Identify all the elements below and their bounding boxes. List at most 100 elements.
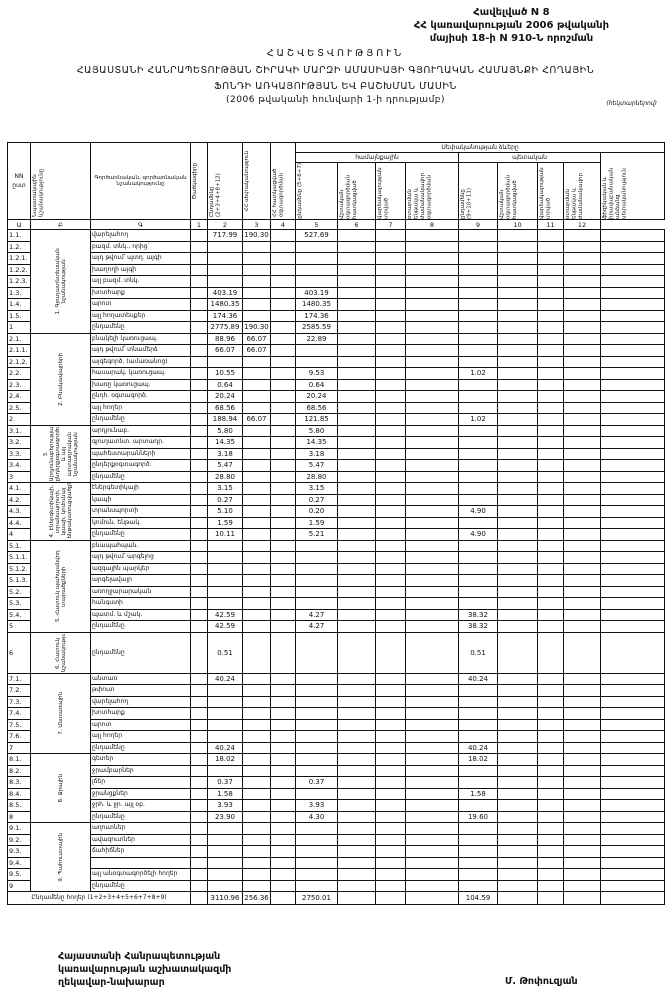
value-cell-col-1 xyxy=(207,868,243,881)
value-cell-col-9 xyxy=(497,528,538,541)
value-cell-col-1: 5.47 xyxy=(207,459,243,472)
value-cell-col-5 xyxy=(337,822,376,835)
value-cell-col-4 xyxy=(295,753,338,766)
value-cell-col-1 xyxy=(207,730,243,743)
column-number: 5 xyxy=(295,219,338,230)
value-cell-col-3 xyxy=(270,551,296,564)
value-cell-col-6 xyxy=(375,631,406,674)
value-cell-col-8 xyxy=(458,424,498,437)
value-cell-col-1: 23.90 xyxy=(207,810,243,823)
row-number: 3.3. xyxy=(7,447,31,460)
row-name: անտառ xyxy=(90,672,191,685)
value-cell-col-3 xyxy=(270,608,296,621)
value-cell-col-11 xyxy=(563,822,601,835)
value-cell-col-2 xyxy=(242,879,271,892)
value-cell-col-4 xyxy=(295,856,338,869)
value-cell-col-9 xyxy=(497,516,538,529)
value-cell-col-7 xyxy=(405,424,459,437)
value-cell-col-12 xyxy=(599,505,666,518)
value-cell-col-12 xyxy=(599,574,666,587)
value-cell-col-5 xyxy=(337,309,376,322)
value-cell-col-5 xyxy=(337,562,376,575)
value-cell-col-1: 5.80 xyxy=(207,424,243,437)
value-cell-col-4: 14.35 xyxy=(295,436,338,449)
value-cell-col-3 xyxy=(270,730,296,743)
value-cell-col-5 xyxy=(337,263,376,276)
column-number: Ա xyxy=(7,219,31,230)
value-cell-col-11 xyxy=(563,470,601,483)
value-cell-col-2 xyxy=(242,551,271,564)
table-row: 8.2. ջրամբարներ xyxy=(7,764,666,777)
value-cell-col-2: 66.07 xyxy=(242,344,271,357)
value-cell-col-5 xyxy=(337,275,376,288)
value-cell-col-7 xyxy=(405,718,459,731)
value-cell-col-1: 403.19 xyxy=(207,286,243,299)
table-row: 5.1. 5. Հատուկ պահպանվող տարածքների բնապահ… xyxy=(7,539,666,633)
value-cell-col-1 xyxy=(207,695,243,708)
value-cell-col-4 xyxy=(295,822,338,835)
value-cell-col-12 xyxy=(599,401,666,414)
value-cell-col-7 xyxy=(405,493,459,506)
value-cell-col-4: 5.80 xyxy=(295,424,338,437)
value-cell-col-10 xyxy=(537,562,564,575)
value-cell-col-3 xyxy=(270,470,296,483)
value-cell-col-5 xyxy=(337,741,376,754)
value-cell-col-4: 2585.59 xyxy=(295,321,338,334)
code-cell xyxy=(190,493,208,506)
value-cell-col-9 xyxy=(497,459,538,472)
row-name: բազմ. տնկ., որից՝ xyxy=(90,240,191,253)
signer-name: Մ. Թոփուզյան xyxy=(505,976,578,987)
column-number: 10 xyxy=(497,219,538,230)
value-cell-col-5 xyxy=(337,845,376,858)
value-cell-col-5 xyxy=(337,787,376,800)
value-cell-col-7 xyxy=(405,608,459,621)
row-number: 8.4. xyxy=(7,787,31,800)
value-cell-col-12 xyxy=(599,718,666,731)
value-cell-col-2 xyxy=(242,856,271,869)
value-cell-col-2 xyxy=(242,539,271,552)
row-name: այլ հողեր xyxy=(90,730,191,743)
value-cell-col-7 xyxy=(405,833,459,846)
value-cell-col-8 xyxy=(458,493,498,506)
value-cell-col-7 xyxy=(405,868,459,881)
value-cell-col-12 xyxy=(599,856,666,869)
value-cell-col-7 xyxy=(405,879,459,892)
value-cell-col-10 xyxy=(537,263,564,276)
value-cell-col-2 xyxy=(242,252,271,265)
value-cell-col-9 xyxy=(497,562,538,575)
table-row: 3.3. պահեստարանների 3.18 3.18 xyxy=(7,447,666,460)
value-cell-col-8 xyxy=(458,776,498,789)
row-number: 8.2. xyxy=(7,764,31,777)
row-name: էներգետիկայի xyxy=(90,482,191,495)
value-cell-col-9 xyxy=(497,321,538,334)
row-number: 5.3. xyxy=(7,597,31,610)
value-cell-col-6 xyxy=(375,413,406,426)
table-row: 3 ընդամենը 28.80 28.80 xyxy=(7,470,666,483)
value-cell-col-12 xyxy=(599,879,666,892)
value-cell-col-11 xyxy=(563,597,601,610)
table-row: 5 ընդամենը 42.59 4.27 38.32 xyxy=(7,620,666,633)
value-cell-col-6 xyxy=(375,447,406,460)
value-cell-col-5 xyxy=(337,413,376,426)
value-cell-col-10 xyxy=(537,672,564,685)
column-number: 11 xyxy=(537,219,564,230)
header-c9: մշտական օգտագործման հատկացված xyxy=(497,162,538,220)
value-cell-col-10 xyxy=(537,367,564,380)
value-cell-col-4: 5.21 xyxy=(295,528,338,541)
row-name: ջրանցքներ xyxy=(90,787,191,800)
value-cell-col-7 xyxy=(405,810,459,823)
value-cell-col-11 xyxy=(563,505,601,518)
row-number: 2.1.2. xyxy=(7,355,31,368)
value-cell-col-4 xyxy=(295,585,338,598)
row-number: 4 xyxy=(7,528,31,541)
code-cell xyxy=(190,275,208,288)
value-cell-col-12 xyxy=(599,799,666,812)
value-cell-col-12 xyxy=(599,493,666,506)
value-cell-col-2 xyxy=(242,585,271,598)
value-cell-col-7 xyxy=(405,229,459,242)
value-cell-col-2 xyxy=(242,390,271,403)
value-cell-col-2 xyxy=(242,275,271,288)
value-cell-col-1 xyxy=(207,684,243,697)
header-state-allotted: ՀՀ հատկացված օգտագործման xyxy=(270,142,296,220)
table-row: 2.3. խառը կառուցապ. 0.64 0.64 xyxy=(7,378,666,391)
